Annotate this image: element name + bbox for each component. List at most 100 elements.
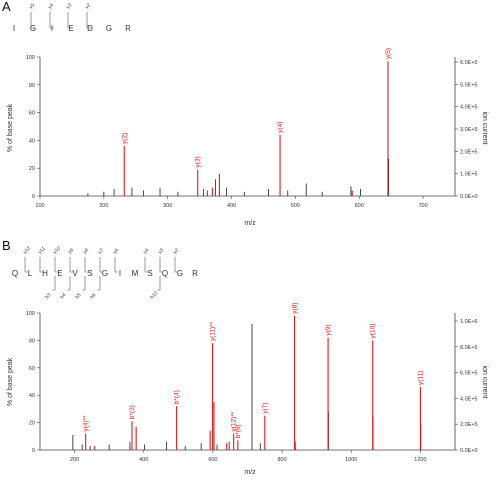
fragment-label: y7: [97, 247, 105, 255]
sequence-residue: S: [87, 269, 92, 278]
y-axis-label-b: % of base peak: [7, 357, 14, 406]
peak-label: y(5): [385, 48, 392, 59]
y-tick-label: 0: [32, 194, 35, 200]
sequence-residue: H: [42, 269, 48, 278]
y-tick-label: 100: [26, 55, 35, 61]
sequence-residue: Q: [162, 269, 168, 278]
panel-a-letter: A: [2, 0, 11, 14]
x-tick-label: 600: [208, 457, 217, 463]
y-tick-label: 20: [29, 166, 35, 172]
x-axis-label-a: m/z: [244, 220, 256, 227]
y-axis-label-a: % of base peak: [7, 103, 14, 152]
x-tick-label: 300: [163, 203, 172, 209]
x-tick-label: 600: [355, 203, 364, 209]
plot-area-b: 0 20 40 60 80 100 0.0E+0 2.0E+5 4.0E+5 6.0E+5 8.0E…: [26, 303, 478, 463]
fragment-label: y8: [82, 247, 90, 255]
x-tick-label: 1000: [345, 457, 357, 463]
fragment-label: y11: [37, 246, 47, 256]
fragment-label: y5: [28, 2, 36, 10]
y2-tick-label: 4.0E+5: [460, 396, 478, 402]
fragment-label: y10: [52, 245, 62, 255]
sequence-residue: E: [57, 269, 62, 278]
sequence-residue: E: [68, 24, 73, 33]
fragment-label: b3: [44, 292, 52, 300]
sequence-residue: G: [30, 24, 36, 33]
fragment-label: y9: [67, 247, 75, 255]
y2-axis-label-b: ion current: [481, 365, 488, 398]
sequence-residue: M: [132, 269, 139, 278]
y2-tick-label: 3.0E+5: [460, 127, 478, 133]
y2-axis-label-a: ion current: [481, 111, 488, 144]
panel-a: A I G I E D G R y5 y4 y3 y2 % of base peak ion…: [2, 0, 488, 227]
fragment-label: y2: [84, 2, 92, 10]
x-tick-label: 500: [291, 203, 300, 209]
y2-tick-label: 0.0E+0: [460, 448, 478, 454]
fragment-label: y4: [47, 2, 55, 10]
sequence-residue: R: [192, 269, 198, 278]
x-tick-label: 1200: [414, 457, 426, 463]
x-axis-label-b: m/z: [244, 469, 256, 476]
y-tick-label: 0: [32, 448, 35, 454]
x-tick-label: 200: [99, 203, 108, 209]
y2-tick-label: 1.0E+6: [460, 319, 478, 325]
fragment-label: y6: [112, 247, 120, 255]
y2-tick-label: 1.0E+5: [460, 172, 478, 178]
sequence-residue: I: [13, 24, 15, 33]
x-tick-label: 200: [70, 457, 79, 463]
y-tick-label: 80: [29, 83, 35, 89]
panel-a-sequence: I G I E D G R y5 y4 y3 y2: [13, 2, 131, 33]
x-tick-label: 400: [227, 203, 236, 209]
sequence-residue: R: [125, 24, 131, 33]
peak-label: y(12)**: [231, 411, 238, 431]
plot-area-a: 0 20 40 60 80 100 0.0E+0 1.0E+5 2.0E+5 3.0E+5 4.0E…: [26, 48, 478, 209]
x-tick-label: 400: [139, 457, 148, 463]
fragment-label: b6: [89, 292, 97, 300]
peak-label: y(11): [417, 371, 424, 385]
sequence-residue: G: [177, 269, 183, 278]
peak-label: y(4): [277, 122, 284, 133]
sequence-residue: D: [87, 24, 93, 33]
x-tick-label: 800: [277, 457, 286, 463]
peak-label: b*(4): [174, 390, 181, 404]
peak-label: b*(3): [129, 405, 136, 419]
y-tick-label: 100: [26, 311, 35, 317]
sequence-residue: V: [72, 269, 78, 278]
x-tick-label: 100: [35, 203, 44, 209]
y-tick-label: 40: [29, 393, 35, 399]
panel-b-letter: B: [2, 238, 11, 253]
y-tick-label: 20: [29, 421, 35, 427]
y2-tick-label: 8.0E+5: [460, 345, 478, 351]
fragment-label: b4: [59, 292, 67, 300]
y2-tick-label: 2.0E+5: [460, 422, 478, 428]
sequence-residue: Q: [12, 269, 18, 278]
x-tick-label: 700: [418, 203, 427, 209]
sequence-residue: G: [102, 269, 108, 278]
sequence-residue: I: [119, 269, 121, 278]
y-tick-label: 80: [29, 338, 35, 344]
peak-label: y(2): [121, 133, 128, 144]
y2-tick-label: 5.0E+5: [460, 82, 478, 88]
sequence-residue: S: [147, 269, 152, 278]
peak-label: y(11)**: [210, 321, 217, 341]
fragment-label: y2: [172, 247, 180, 255]
fragment-label: b5: [74, 292, 82, 300]
y-tick-label: 60: [29, 366, 35, 372]
y2-tick-label: 4.0E+5: [460, 105, 478, 111]
y2-tick-label: 0.0E+0: [460, 194, 478, 200]
peak-label: b*(6): [235, 424, 242, 438]
sequence-residue: I: [51, 24, 53, 33]
peak-label: y(7): [262, 403, 269, 414]
fragment-label: b10: [149, 290, 159, 300]
fragment-label: y4: [142, 247, 150, 255]
y2-tick-label: 2.0E+5: [460, 149, 478, 155]
y2-tick-label: 6.0E+5: [460, 371, 478, 377]
peak-label: y(8): [292, 303, 299, 314]
y-tick-label: 40: [29, 138, 35, 144]
fragment-label: y3: [65, 2, 73, 10]
sequence-residue: G: [106, 24, 112, 33]
peak-label: y(3): [195, 156, 202, 167]
